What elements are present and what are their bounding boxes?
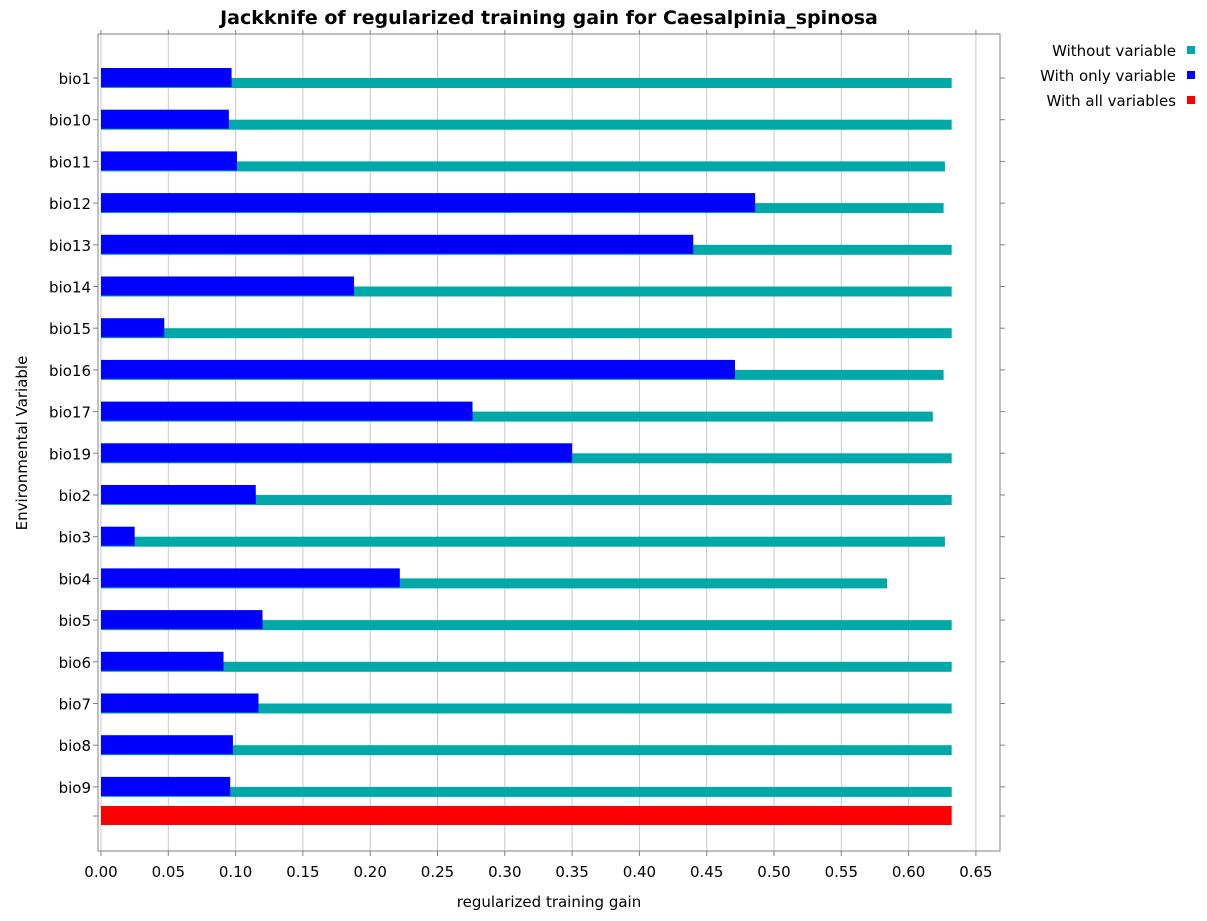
category-label: bio13 [49,237,91,255]
bar-all-variables [101,806,952,825]
bar-without-bio6 [101,661,952,672]
category-label: bio5 [59,612,91,630]
x-tick-label: 0.55 [825,863,858,881]
bar-without-bio2 [101,495,952,505]
bar-only-bio16 [101,359,735,379]
bar-only-bio2 [101,485,256,504]
bar-only-bio15 [101,318,165,338]
category-label: bio1 [59,70,91,88]
category-label: bio10 [49,112,91,130]
bar-only-bio11 [101,151,237,171]
x-tick-label: 0.05 [152,863,185,881]
bar-only-bio8 [101,735,233,755]
x-tick-label: 0.60 [892,863,925,881]
legend: Without variable With only variable With a… [1040,42,1195,110]
x-axis-labels: 0.00 0.05 0.10 0.15 0.20 0.25 0.30 0.35 0.40 0.45… [84,863,992,881]
y-axis-title: Environmental Variable [13,356,31,531]
x-tick-label: 0.50 [757,863,790,881]
bar-without-bio17 [101,411,933,422]
category-label: bio7 [59,696,91,714]
x-tick-label: 0.15 [286,863,319,881]
bar-without-bio7 [101,703,952,714]
bar-only-bio6 [101,651,224,671]
x-tick-label: 0.10 [219,863,252,881]
axis-ticks [93,30,1005,856]
category-label: bio16 [49,362,91,380]
bar-only-bio13 [101,234,694,254]
category-label: bio8 [59,737,91,755]
category-label: bio9 [59,779,91,797]
bar-without-bio4 [101,578,888,589]
category-label: bio17 [49,404,91,422]
bar-without-bio14 [101,286,952,297]
category-label: bio4 [59,570,91,588]
bar-only-bio1 [101,68,232,87]
category-label: bio19 [49,445,91,463]
bar-only-bio17 [101,401,473,421]
x-tick-label: 0.45 [690,863,723,881]
bar-without-bio3 [101,536,945,547]
bar-only-bio12 [101,193,756,213]
category-label: bio12 [49,195,91,213]
legend-swatch [1187,71,1195,79]
x-tick-label: 0.65 [959,863,992,881]
x-tick-label: 0.25 [421,863,454,881]
bar-only-bio7 [101,693,259,713]
legend-label: With all variables [1047,92,1177,110]
bars [101,68,952,825]
bar-without-bio5 [101,620,952,631]
legend-swatch [1187,96,1195,104]
category-label: bio11 [49,153,91,171]
category-label: bio6 [59,654,91,672]
bar-only-bio10 [101,109,229,129]
x-tick-label: 0.00 [84,863,117,881]
y-axis-labels: bio1 bio10 bio11 bio12 bio13 bio14 bio15 bio16 b… [49,70,91,797]
category-label: bio2 [59,487,91,505]
x-tick-label: 0.40 [623,863,656,881]
category-label: bio3 [59,529,91,547]
category-label: bio15 [49,320,91,338]
bar-only-bio9 [101,776,231,796]
x-tick-label: 0.30 [488,863,521,881]
legend-label: With only variable [1040,67,1176,85]
x-axis-title: regularized training gain [457,893,641,911]
bar-only-bio5 [101,610,263,630]
bar-without-bio11 [101,161,945,172]
bar-without-bio1 [101,78,952,88]
x-tick-label: 0.35 [555,863,588,881]
bar-only-bio19 [101,443,573,463]
x-tick-label: 0.20 [353,863,386,881]
plot-frame [97,33,1001,852]
chart-title: Jackknife of regularized training gain f… [218,7,878,29]
bar-only-bio14 [101,276,355,296]
bar-without-bio9 [101,786,952,797]
legend-swatch [1187,46,1195,54]
bar-without-bio8 [101,745,952,756]
bar-only-bio3 [101,526,135,546]
bar-without-bio15 [101,328,952,339]
legend-label: Without variable [1052,42,1176,60]
bar-only-bio4 [101,568,400,588]
category-label: bio14 [49,279,91,297]
bar-without-bio10 [101,119,952,130]
